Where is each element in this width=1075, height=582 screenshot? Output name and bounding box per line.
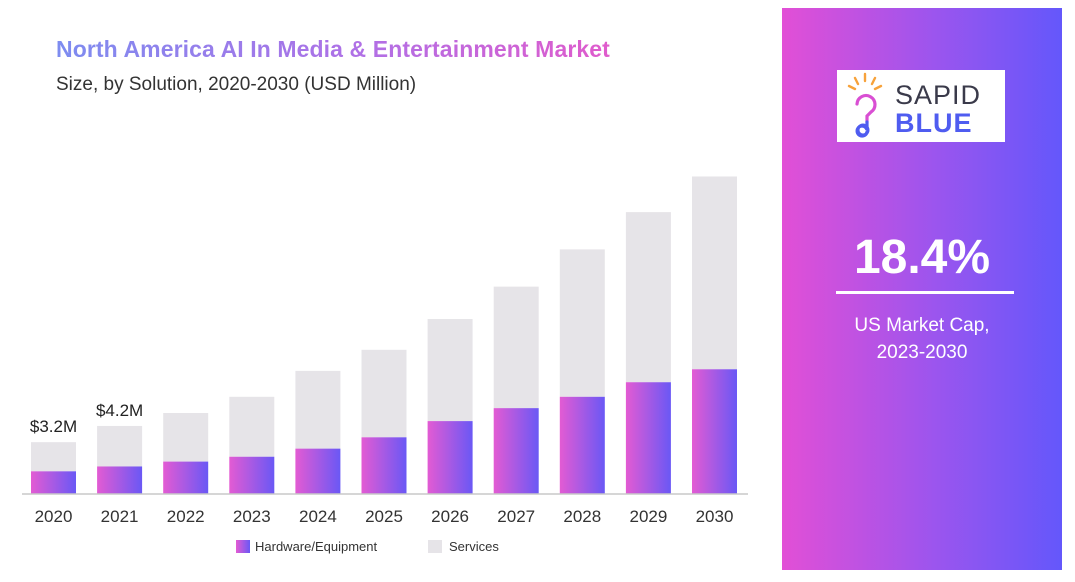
- legend: Hardware/Equipment Services: [236, 539, 499, 554]
- bar-services-2030: [692, 176, 737, 370]
- stacked-bar-chart: 2020 2021 2022 2023 2024 2025 2026 2027 2028 2029…: [22, 176, 748, 554]
- legend-label-hardware: Hardware/Equipment: [255, 539, 378, 554]
- x-tick-2025: 2025: [365, 507, 403, 526]
- sapid-blue-logo: SAPID BLUE: [837, 70, 1005, 142]
- logo-text-sapid: SAPID: [895, 80, 982, 110]
- cagr-caption: US Market Cap, 2023-2030: [782, 312, 1062, 366]
- x-tick-2026: 2026: [431, 507, 469, 526]
- bar-services-2021: [97, 425, 143, 467]
- cagr-panel: SAPID BLUE 18.4% US Market Cap, 2023-203…: [782, 8, 1062, 570]
- bar-hardware-2030: [692, 369, 737, 494]
- logo-text-blue: BLUE: [895, 108, 973, 138]
- bar-services-2024: [295, 370, 341, 449]
- divider: [836, 291, 1014, 294]
- bar-hardware-2029: [625, 382, 671, 494]
- bar-services-2025: [361, 349, 407, 438]
- caption-line-2: 2023-2030: [876, 342, 968, 363]
- bar-services-2028: [559, 249, 605, 397]
- bar-hardware-2026: [427, 421, 473, 494]
- x-tick-labels: 2020 2021 2022 2023 2024 2025 2026 2027 2028 2029…: [35, 507, 734, 526]
- bars-group: [31, 176, 737, 494]
- data-label-2020: $3.2M: [30, 417, 77, 436]
- legend-label-services: Services: [449, 539, 499, 554]
- bar-hardware-2024: [295, 448, 341, 494]
- bar-hardware-2025: [361, 437, 407, 494]
- x-tick-2022: 2022: [167, 507, 205, 526]
- data-labels: $3.2M $4.2M: [30, 401, 143, 436]
- legend-swatch-hardware: [236, 540, 250, 553]
- x-tick-2029: 2029: [629, 507, 667, 526]
- bar-services-2020: [31, 442, 76, 472]
- chart-title: North America AI In Media & Entertainmen…: [56, 36, 610, 62]
- cagr-value: 18.4%: [853, 231, 991, 284]
- bar-hardware-2027: [493, 408, 539, 494]
- bar-services-2022: [163, 413, 209, 462]
- x-tick-2024: 2024: [299, 507, 337, 526]
- x-tick-2023: 2023: [233, 507, 271, 526]
- x-tick-2021: 2021: [101, 507, 139, 526]
- caption-line-1: US Market Cap,: [854, 315, 990, 336]
- x-tick-2020: 2020: [35, 507, 73, 526]
- data-label-2021: $4.2M: [96, 401, 143, 420]
- legend-swatch-services: [428, 540, 442, 553]
- bar-hardware-2028: [559, 396, 605, 494]
- lightbulb-icon: [847, 72, 883, 138]
- bar-services-2027: [493, 286, 539, 409]
- x-tick-2028: 2028: [563, 507, 601, 526]
- bar-services-2023: [229, 396, 275, 457]
- bar-hardware-2021: [97, 466, 143, 494]
- x-tick-2027: 2027: [497, 507, 535, 526]
- bar-hardware-2023: [229, 456, 275, 494]
- bar-services-2026: [427, 319, 473, 422]
- chart-subtitle: Size, by Solution, 2020-2030 (USD Millio…: [56, 74, 417, 95]
- bar-hardware-2020: [31, 471, 76, 494]
- bar-hardware-2022: [163, 461, 209, 494]
- bar-services-2029: [625, 212, 671, 383]
- x-tick-2030: 2030: [696, 507, 734, 526]
